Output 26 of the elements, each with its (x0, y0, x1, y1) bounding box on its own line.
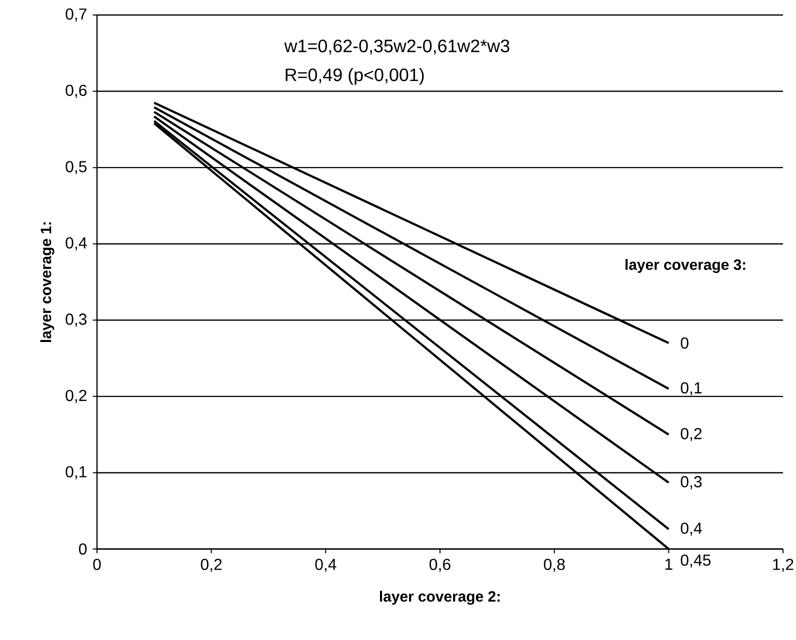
y-tick-label: 0,4 (66, 237, 87, 250)
legend-title: layer coverage 3: (626, 258, 746, 273)
series-label: 0,45 (680, 554, 711, 568)
x-tick-label: 0,8 (544, 558, 565, 572)
y-tick-label: 0,3 (66, 314, 87, 327)
x-tick-label: 1,2 (773, 558, 794, 572)
x-tick-label: 0,2 (200, 558, 222, 572)
y-axis-title: layer coverage 1: (40, 222, 54, 342)
y-tick-label: 0,1 (66, 466, 86, 480)
x-tick-label: 0,6 (430, 558, 450, 572)
y-tick-label: 0,5 (66, 160, 87, 174)
x-tick-label: 1 (665, 558, 672, 570)
x-tick-label: 0,4 (315, 558, 336, 572)
y-tick-label: 0,7 (66, 8, 86, 22)
annotation: R=0,49 (p<0,001) (286, 68, 424, 85)
series-label: 0 (680, 337, 688, 349)
series-label: 0,1 (680, 382, 702, 396)
series-label: 0,4 (680, 522, 702, 536)
x-axis-title: layer coverage 2: (380, 590, 500, 605)
y-tick-label: 0 (78, 543, 87, 555)
series-label: 0,3 (680, 476, 702, 490)
x-tick-label: 0 (93, 558, 101, 570)
y-tick-label: 0,6 (66, 84, 87, 98)
series-label: 0,2 (680, 428, 702, 442)
y-tick-label: 0,2 (66, 390, 86, 404)
annotation: w1=0,62-0,35w2-0,61w2*w3 (284, 40, 510, 54)
